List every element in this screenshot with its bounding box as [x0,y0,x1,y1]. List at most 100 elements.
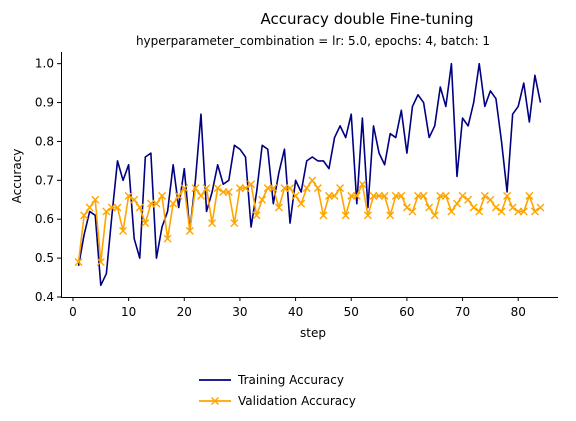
data-point-validation [297,199,306,208]
x-tick-label: 20 [177,305,192,319]
data-point-validation [491,203,500,212]
data-point-validation [503,191,512,200]
legend: Training Accuracy Validation Accuracy [199,373,356,408]
data-point-validation [180,184,189,193]
y-tick-label: 0.7 [35,173,54,187]
x-tick-label: 30 [232,305,247,319]
data-point-validation [74,258,83,266]
data-point-validation [85,203,94,212]
data-point-validation [185,226,194,235]
data-point-validation [352,191,361,200]
data-point-validation [208,219,217,228]
x-tick-label: 50 [344,305,359,319]
data-point-validation [508,203,517,212]
data-point-validation [286,184,295,193]
y-tick-label: 0.4 [35,290,54,304]
data-point-validation [475,207,484,216]
data-point-validation [174,191,183,200]
data-point-validation [302,184,311,193]
data-point-validation [196,191,205,200]
x-tick-label: 0 [69,305,77,319]
axes-layer [61,52,558,298]
data-point-validation [124,191,133,200]
data-point-validation [452,199,461,208]
data-point-validation [402,203,411,212]
data-point-validation [486,195,495,204]
data-point-validation [469,203,478,212]
y-tick-label: 0.6 [35,212,54,226]
data-point-validation [408,207,417,216]
plot-area: 0 10 20 30 40 50 60 70 80 0.4 0.5 0.6 0.7 0.8 0.9 1.0 [35,52,558,319]
x-tick-label: 10 [121,305,136,319]
x-tick-label: 80 [511,305,526,319]
x-tick-label: 40 [288,305,303,319]
data-point-validation [519,207,528,216]
data-point-validation [158,191,167,200]
chart-title: Accuracy double Fine-tuning [260,10,473,28]
data-point-validation [480,191,489,200]
legend-label-training: Training Accuracy [237,373,344,387]
data-point-validation [130,195,139,204]
data-point-validation [230,219,239,228]
data-point-validation [252,211,261,220]
chart-subtitle: hyperparameter_combination = lr: 5.0, ep… [136,34,490,48]
data-point-validation [163,234,172,243]
data-point-validation [525,191,534,200]
data-point-validation [91,195,100,204]
data-point-validation [419,191,428,200]
data-point-validation [441,191,450,200]
x-ticks: 0 10 20 30 40 50 60 70 80 [69,297,526,319]
data-point-validation [269,184,278,193]
series-layer [74,62,545,287]
data-point-validation [425,203,434,212]
legend-label-validation: Validation Accuracy [238,394,356,408]
data-point-validation [224,188,233,196]
data-point-validation [202,184,211,193]
y-axis-label: Accuracy [10,149,24,204]
data-point-validation [80,211,89,220]
data-point-validation [102,207,111,216]
legend-marker-validation [210,396,220,406]
data-point-validation [430,211,439,220]
data-point-validation [458,191,467,200]
x-tick-label: 60 [399,305,414,319]
data-point-validation [152,199,161,208]
data-point-validation [358,180,367,189]
data-point-validation [119,226,128,235]
data-point-validation [96,258,105,266]
data-point-validation [447,207,456,216]
data-point-validation [141,219,150,228]
y-tick-label: 0.8 [35,134,54,148]
data-point-validation [536,203,545,212]
data-point-validation [113,203,122,212]
x-tick-label: 70 [455,305,470,319]
data-point-validation [291,191,300,200]
data-point-validation [308,176,317,185]
data-point-validation [464,195,473,204]
data-point-validation [135,203,144,212]
series-line-training [77,62,542,287]
data-point-validation [497,207,506,216]
y-tick-label: 0.9 [35,96,54,110]
data-point-validation [341,211,350,220]
y-tick-label: 1.0 [35,57,54,71]
data-point-validation [319,211,328,220]
data-point-validation [336,184,345,193]
data-point-validation [241,184,250,193]
data-point-validation [397,191,406,200]
data-point-validation [530,207,539,216]
y-ticks: 0.4 0.5 0.6 0.7 0.8 0.9 1.0 [35,57,61,304]
data-point-validation [247,180,256,189]
data-point-validation [169,199,178,208]
y-tick-label: 0.5 [35,251,54,265]
data-point-validation [274,203,283,212]
data-point-validation [330,191,339,200]
data-point-validation [213,184,222,193]
data-point-validation [313,184,322,193]
x-axis-label: step [300,326,326,340]
data-point-validation [380,191,389,200]
data-point-validation [191,184,200,193]
data-point-validation [386,211,395,220]
data-point-validation [363,211,372,220]
